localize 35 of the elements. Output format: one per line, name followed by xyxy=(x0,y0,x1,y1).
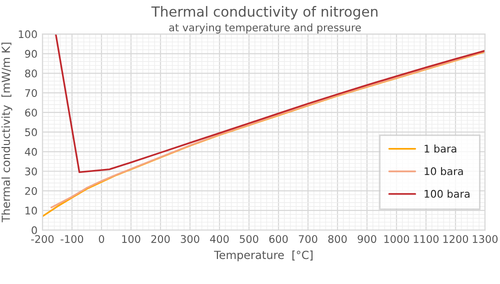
x-axis-title: Temperature [°C] xyxy=(214,250,313,262)
legend-label: 1 bara xyxy=(424,144,456,153)
y-tick-label: 90 xyxy=(25,50,37,58)
y-tick-label: 10 xyxy=(26,206,37,215)
x-tick-label: 1000 xyxy=(384,235,410,243)
x-tick-label: 200 xyxy=(151,235,170,243)
y-tick-label: 20 xyxy=(25,187,37,195)
chart-subtitle: at varying temperature and pressure xyxy=(169,23,361,34)
y-tick-label: 80 xyxy=(25,70,37,78)
x-tick-label: 600 xyxy=(269,235,288,243)
x-tick-label: 1100 xyxy=(414,235,439,243)
chart-title: Thermal conductivity of nitrogen xyxy=(151,6,378,20)
legend-label: 100 bara xyxy=(424,190,470,198)
x-tick-label: 700 xyxy=(298,235,318,243)
y-tick-label: 0 xyxy=(32,226,37,234)
x-tick-label: 400 xyxy=(210,235,229,243)
x-tick-label: 800 xyxy=(328,235,347,243)
x-tick-label: -100 xyxy=(60,235,84,243)
x-tick-label: 500 xyxy=(240,235,258,243)
x-tick-label: -200 xyxy=(31,235,54,243)
x-tick-label: 100 xyxy=(122,235,140,243)
x-tick-label: 1300 xyxy=(472,235,498,243)
line-series xyxy=(54,34,485,174)
y-tick-label: 70 xyxy=(25,89,37,97)
y-tick-label: 30 xyxy=(25,167,37,176)
x-tick-label: 1200 xyxy=(443,235,468,243)
y-tick-label: 60 xyxy=(25,108,37,117)
y-tick-label: 50 xyxy=(25,128,37,136)
y-axis-title: Thermal conductivity [mW/m K] xyxy=(1,42,12,222)
x-tick-label: 900 xyxy=(358,235,376,243)
y-tick-label: 40 xyxy=(24,148,37,156)
legend-label: 10 bara xyxy=(424,167,463,176)
y-tick-label: 100 xyxy=(18,30,37,38)
x-tick-label: 0 xyxy=(98,235,104,243)
x-tick-label: 300 xyxy=(180,235,200,243)
